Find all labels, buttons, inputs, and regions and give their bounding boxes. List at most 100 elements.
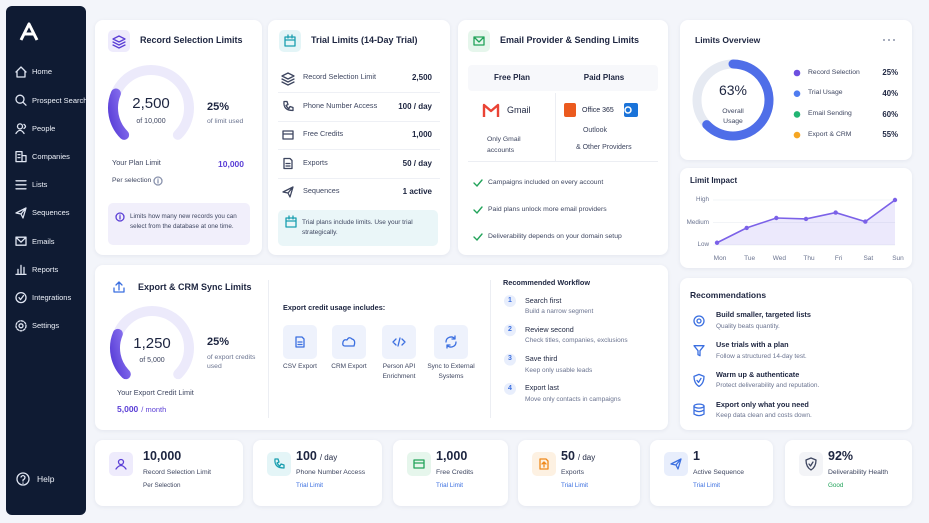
rec-desc: Protect deliverability and reputation. <box>716 382 820 390</box>
row-divider <box>278 149 440 150</box>
stat-number: 1,000 <box>436 449 468 464</box>
stat-label: Free Credits <box>436 468 474 476</box>
section-title: Export credit usage includes: <box>283 303 386 313</box>
row-value: 50 / day <box>402 158 432 168</box>
nav-item: Emails <box>32 236 55 246</box>
step-title: Export last <box>525 383 559 393</box>
nav-item: People <box>32 123 56 133</box>
nav-item: Home <box>32 67 53 77</box>
stat-sub: Trial Limit <box>296 482 324 490</box>
stat-number: 92% <box>828 449 854 464</box>
stat-sub: Trial Limit <box>561 482 589 490</box>
rec-desc: Follow a structured 14-day test. <box>716 352 807 360</box>
provider-name: Office 365 <box>582 106 614 114</box>
row-label: Sequences <box>303 186 340 196</box>
row-divider <box>278 92 440 93</box>
step-number: 2 <box>508 325 512 333</box>
section-divider <box>490 280 491 418</box>
info-box <box>108 203 250 245</box>
nav-item: Sequences <box>32 208 70 218</box>
x-tick-label: Sun <box>892 254 904 262</box>
x-tick-label: Fri <box>834 254 843 262</box>
legend-value: 55% <box>882 130 898 140</box>
email-card <box>458 20 668 255</box>
section-divider <box>268 280 269 418</box>
row-value: 1,000 <box>411 130 432 140</box>
usage-label: Sync to External Systems <box>427 362 475 380</box>
card-title: Export & CRM Sync Limits <box>138 282 252 293</box>
recommendations-card <box>680 278 912 430</box>
legend-name: Trial Usage <box>808 89 843 97</box>
rec-title: Build smaller, targeted lists <box>716 310 811 320</box>
stat-value: 92% <box>828 449 853 464</box>
stat-value: 50/ day <box>561 449 595 464</box>
stat-value: 1 <box>693 449 700 464</box>
info-text: Limits how many new records you can sele… <box>130 213 237 230</box>
stat-sub: Per Selection <box>143 482 181 490</box>
percent: 25% <box>207 336 230 349</box>
credit-unit: / month <box>141 404 167 414</box>
nav-item: Settings <box>32 321 60 331</box>
check-text: Paid plans unlock more email providers <box>488 205 607 213</box>
provider-note: Only Gmail accounts <box>487 135 521 155</box>
nav-item: Companies <box>32 151 70 161</box>
stat-sub: Good <box>828 482 844 490</box>
nav-item: Lists <box>32 180 48 190</box>
plan-header-label: Free Plan <box>493 73 531 83</box>
per-selection: Per selection <box>112 176 152 184</box>
plan-header-label: Paid Plans <box>583 73 625 83</box>
rec-desc: Keep data clean and costs down. <box>716 412 812 420</box>
legend-name: Record Selection <box>808 68 860 76</box>
section-title: Recommended Workflow <box>503 278 591 288</box>
row-label: Phone Number Access <box>303 100 378 110</box>
stat-unit: / day <box>319 453 338 463</box>
row-value: 100 / day <box>398 101 432 111</box>
legend-value: 40% <box>882 88 898 98</box>
usage-label: Person API Enrichment <box>382 362 416 380</box>
row-label: Exports <box>303 157 328 167</box>
step-title: Save third <box>525 354 558 364</box>
row-label: Record Selection Limit <box>303 72 377 82</box>
stat-number: 10,000 <box>143 449 182 464</box>
x-tick-label: Thu <box>803 254 815 262</box>
help-link: Help <box>37 473 55 484</box>
card-title: Email Provider & Sending Limits <box>500 35 640 46</box>
card-title: Limit Impact <box>690 176 738 186</box>
stat-label: Phone Number Access <box>296 468 366 476</box>
plan-divider <box>468 161 658 162</box>
note-text: Trial plans include limits. Use your tri… <box>302 218 413 236</box>
percent: 25% <box>207 101 230 114</box>
check-text: Deliverability depends on your domain se… <box>488 232 622 240</box>
provider-name: Outlook <box>582 126 608 134</box>
x-tick-label: Wed <box>772 254 786 262</box>
plan-value: 10,000 <box>218 158 244 169</box>
y-tick-label: Low <box>697 241 709 249</box>
stat-sub: Trial Limit <box>693 482 721 490</box>
row-value: 2,500 <box>411 73 432 83</box>
stat-label: Record Selection Limit <box>143 468 211 476</box>
percent-caption: of limit used <box>207 117 244 125</box>
legend-value: 25% <box>882 68 898 78</box>
rec-title: Warm up & authenticate <box>716 369 800 379</box>
legend-name: Export & CRM <box>808 130 852 138</box>
gauge-caption: of 5,000 <box>139 356 165 364</box>
rec-title: Export only what you need <box>716 399 809 409</box>
note-box <box>278 210 438 246</box>
donut-value: 63% <box>718 82 748 99</box>
step-desc: Keep only usable leads <box>525 366 593 374</box>
x-tick-label: Sat <box>863 254 874 262</box>
row-divider <box>278 177 440 179</box>
stat-sub: Trial Limit <box>436 482 464 490</box>
rec-title: Use trials with a plan <box>716 340 789 350</box>
y-tick-label: High <box>696 196 709 204</box>
stat-number: 100 <box>296 449 317 464</box>
step-number: 1 <box>508 296 512 304</box>
stat-value: 10,000 <box>143 449 181 464</box>
stat-label: Active Sequence <box>693 468 745 476</box>
step-desc: Check titles, companies, exclusions <box>525 337 628 345</box>
rec-desc: Quality beats quantity. <box>716 322 780 330</box>
step-desc: Build a narrow segment <box>525 307 594 315</box>
provider-name: Gmail <box>507 105 531 116</box>
gauge-value: 2,500 <box>132 94 170 112</box>
